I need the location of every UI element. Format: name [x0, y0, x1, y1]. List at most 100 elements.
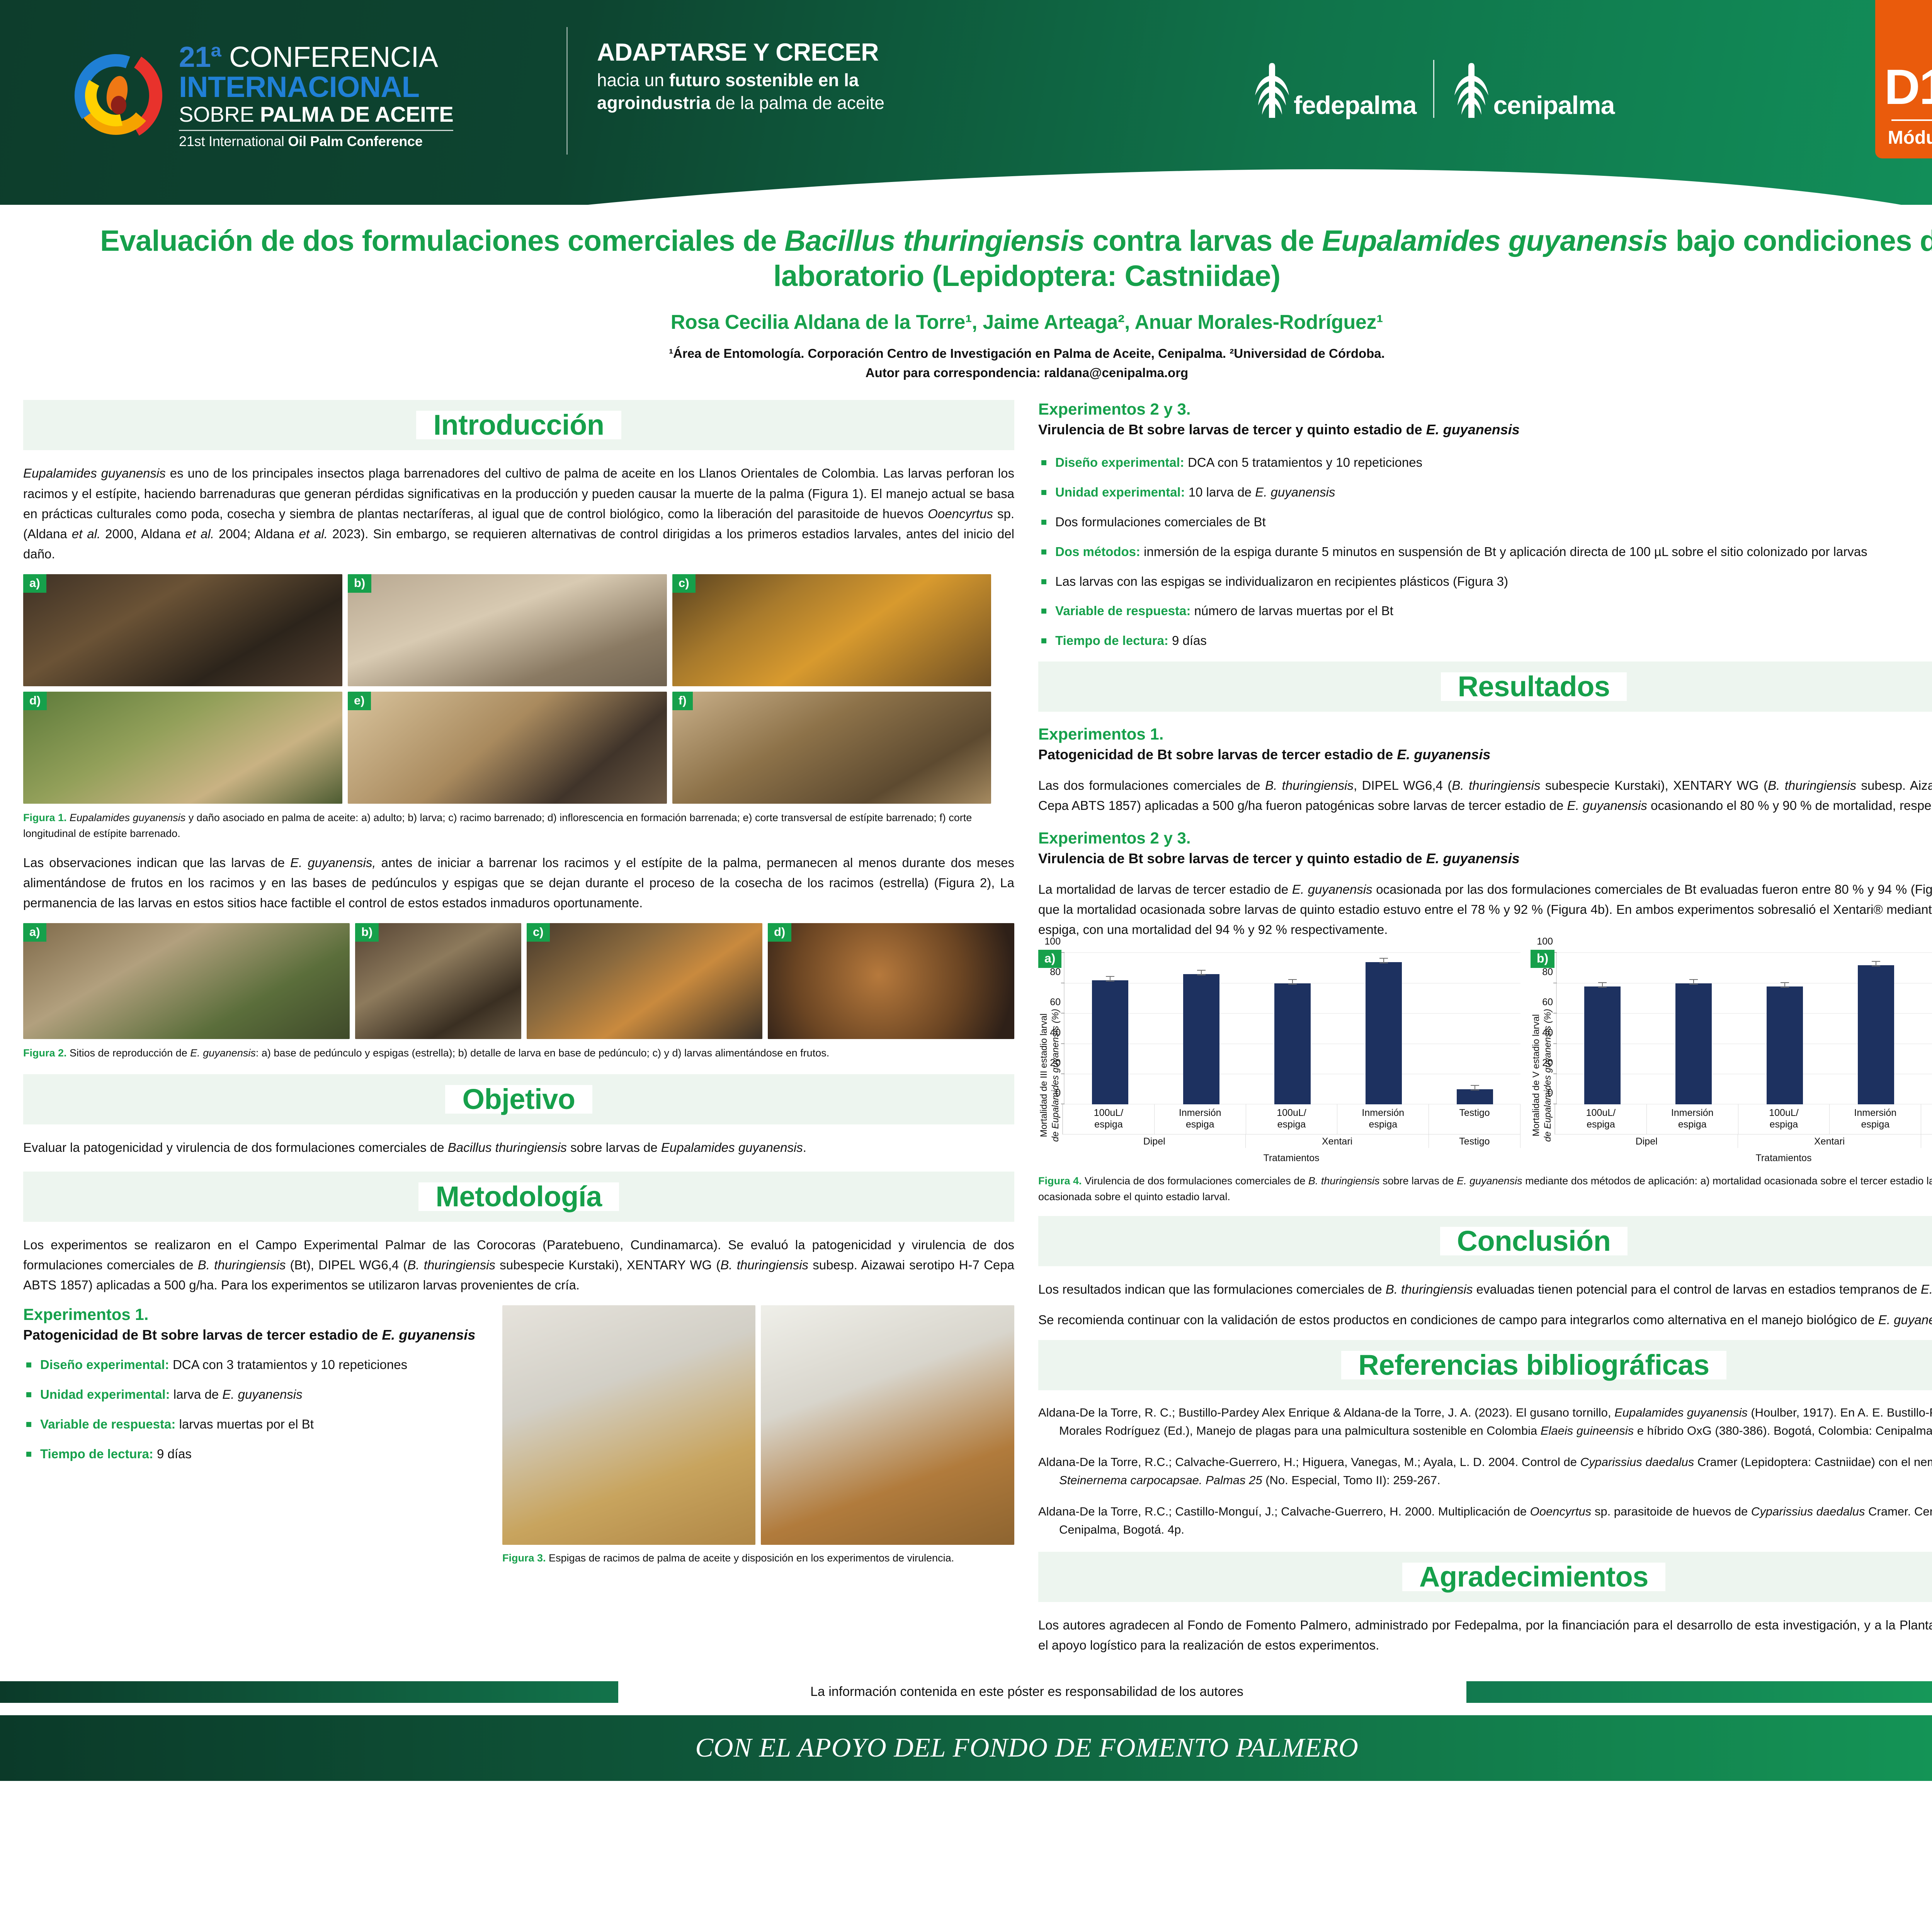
- left-column: Introducción Eupalamides guyanensis es u…: [23, 400, 1014, 1665]
- reference-item: Aldana-De la Torre, R. C.; Bustillo-Pard…: [1038, 1405, 1932, 1437]
- section-title-conclusion: Conclusión: [1440, 1227, 1628, 1256]
- chart-y-tick-label: 100: [1537, 936, 1553, 947]
- resultados-exp1-title: Experimentos 1.: [1038, 725, 1164, 743]
- figure1-photo-c: c): [672, 574, 991, 686]
- page-title: Evaluación de dos formulaciones comercia…: [100, 224, 1932, 293]
- chart-bar-cell: [1739, 953, 1830, 1105]
- chart-bar-cell: [1338, 953, 1429, 1105]
- chart-bar-cell: [1156, 953, 1247, 1105]
- chart-b-plot: 0 20 40 60 80 100: [1537, 936, 1932, 1105]
- slogan-line-1: ADAPTARSE Y CRECER: [597, 38, 879, 66]
- figure1-row2: d) e) f): [23, 692, 1014, 804]
- right-column: Experimentos 2 y 3. Virulencia de Bt sob…: [1038, 400, 1932, 1665]
- experimento23-title: Experimentos 2 y 3.: [1038, 400, 1191, 418]
- figure2-photo-b: b): [355, 923, 521, 1039]
- experimento23-subtitle: Virulencia de Bt sobre larvas de tercer …: [1038, 422, 1520, 438]
- chart-error-bar: [1197, 970, 1206, 976]
- chart-bar-cell: [1557, 953, 1648, 1105]
- chart-panel-b: b) Mortalidad de V estadio larval de Eupa…: [1531, 936, 1932, 1164]
- chart-x-tick-label: Testigo: [1921, 1104, 1932, 1135]
- chart-x-tick-label: Inmersión espiga: [1830, 1104, 1922, 1135]
- experimento1-block: Experimentos 1. Patogenicidad de Bt sobr…: [23, 1305, 1014, 1578]
- chart-bar-cell: [1247, 953, 1338, 1105]
- partner-logos: fedepalma cenipalma: [1252, 60, 1615, 118]
- chart-x-tick-label: Inmersión espiga: [1154, 1104, 1246, 1135]
- footer-disclaimer: La información contenida en este póster …: [0, 1681, 1932, 1703]
- chart-gridline: [1557, 952, 1932, 953]
- badge-code: D12: [1884, 60, 1932, 115]
- chart-x-tick-label: 100uL/espiga: [1246, 1104, 1338, 1135]
- conference-logo-block: 21ª CONFERENCIA INTERNACIONAL SOBRE PALM…: [68, 43, 454, 148]
- chart-y-tick-mark: [1553, 1043, 1557, 1044]
- chart-x-tick-label: 100uL/espiga: [1555, 1104, 1647, 1135]
- module-badge: D12 Módulo 1: [1875, 0, 1932, 158]
- conference-rule: [179, 130, 454, 131]
- chart-error-bar: [1871, 961, 1880, 966]
- section-header-objetivo: Objetivo: [23, 1074, 1014, 1124]
- chart-b-xtitle: Tratamientos: [1755, 1153, 1812, 1164]
- poster-header: 21ª CONFERENCIA INTERNACIONAL SOBRE PALM…: [0, 0, 1932, 205]
- chart-error-bar: [1288, 979, 1297, 985]
- section-title-resultados: Resultados: [1440, 672, 1627, 701]
- chart-b-tag: b): [1531, 950, 1555, 968]
- experimento1-subtitle: Patogenicidad de Bt sobre larvas de terc…: [23, 1327, 476, 1343]
- author-list: Rosa Cecilia Aldana de la Torre¹, Jaime …: [670, 311, 1383, 334]
- list-item: Diseño experimental: DCA con 3 tratamien…: [23, 1356, 487, 1374]
- chart-x-tick-label: 100uL/espiga: [1738, 1104, 1830, 1135]
- list-item: Las larvas con las espigas se individual…: [1038, 573, 1932, 591]
- section-title-objetivo: Objetivo: [445, 1085, 592, 1114]
- chart-bar: [1183, 970, 1220, 1105]
- chart-bar: [1456, 1085, 1493, 1105]
- chart-error-bar: [1689, 979, 1698, 985]
- footer-note-row: La información contenida en este póster …: [0, 1681, 1932, 1707]
- affiliation-line-2: Autor para correspondencia: raldana@ceni…: [865, 365, 1189, 380]
- figure1-tag-f: f): [672, 692, 693, 710]
- chart-y-tick-mark: [1553, 1013, 1557, 1014]
- chart-bar-cell: [1065, 953, 1156, 1105]
- chart-bar: [1274, 979, 1311, 1105]
- chart-x-group-label: Xentari: [1738, 1134, 1921, 1148]
- chart-bar: [1092, 976, 1129, 1105]
- figure1-photo-a: a): [23, 574, 342, 686]
- metodologia-text: Los experimentos se realizaron en el Cam…: [23, 1238, 1014, 1293]
- list-item: Tiempo de lectura: 9 días: [1038, 632, 1932, 650]
- figure1-caption: Figura 1. Eupalamides guyanensis y daño …: [23, 812, 972, 839]
- chart-y-tick-label: 20: [1542, 1057, 1553, 1068]
- chart-y-tick-label: 80: [1050, 966, 1061, 978]
- chart-bar: [1365, 957, 1402, 1105]
- list-item: Unidad experimental: 10 larva de E. guya…: [1038, 483, 1932, 502]
- chart-y-tick-label: 60: [1542, 997, 1553, 1008]
- list-item: Diseño experimental: DCA con 5 tratamien…: [1038, 454, 1932, 472]
- chart-y-tick-mark: [1061, 1043, 1065, 1044]
- figure1-photo-f: f): [672, 692, 991, 804]
- conference-line-2: INTERNACIONAL: [179, 71, 420, 104]
- chart-y-tick-label: 40: [1050, 1027, 1061, 1038]
- agradecimientos-text: Los autores agradecen al Fondo de Foment…: [1038, 1618, 1932, 1653]
- affiliation-line-1: ¹Área de Entomología. Corporación Centro…: [669, 346, 1385, 361]
- list-item: Dos métodos: inmersión de la espiga dura…: [1038, 543, 1932, 561]
- chart-bar: [1584, 982, 1621, 1105]
- reference-item: Aldana-De la Torre, R.C.; Castillo-Mongu…: [1038, 1505, 1932, 1537]
- header-divider: [566, 27, 568, 155]
- list-item: Variable de respuesta: larvas muertas po…: [23, 1415, 487, 1434]
- intro-paragraph-2: Las observaciones indican que las larvas…: [23, 855, 1015, 910]
- chart-y-tick-label: 40: [1542, 1027, 1553, 1038]
- chart-gridline: [1065, 952, 1520, 953]
- figure2-tag-b: b): [355, 923, 379, 942]
- section-title-metodologia: Metodología: [418, 1182, 619, 1211]
- chart-y-tick-mark: [1061, 952, 1065, 953]
- fedepalma-logo: fedepalma: [1252, 60, 1417, 118]
- chart-gridline: [1557, 1013, 1932, 1014]
- affiliations: ¹Área de Entomología. Corporación Centro…: [62, 344, 1932, 382]
- figure3-photo-left: [502, 1305, 755, 1545]
- resultados-exp23-text: La mortalidad de larvas de tercer estadi…: [1038, 882, 1932, 937]
- figure1-photo-d: d): [23, 692, 342, 804]
- objetivo-text: Evaluar la patogenicidad y virulencia de…: [23, 1140, 806, 1155]
- figure2-tag-d: d): [768, 923, 792, 942]
- resultados-exp23-title: Experimentos 2 y 3.: [1038, 829, 1191, 847]
- experimento1-bullets: Diseño experimental: DCA con 3 tratamien…: [23, 1356, 487, 1463]
- header-curve-decoration: [0, 154, 1932, 205]
- figure1-photo-b: b): [348, 574, 667, 686]
- chart-a-xlabels: 100uL/espiga Inmersión espiga 100uL/espiga I…: [1062, 1104, 1520, 1135]
